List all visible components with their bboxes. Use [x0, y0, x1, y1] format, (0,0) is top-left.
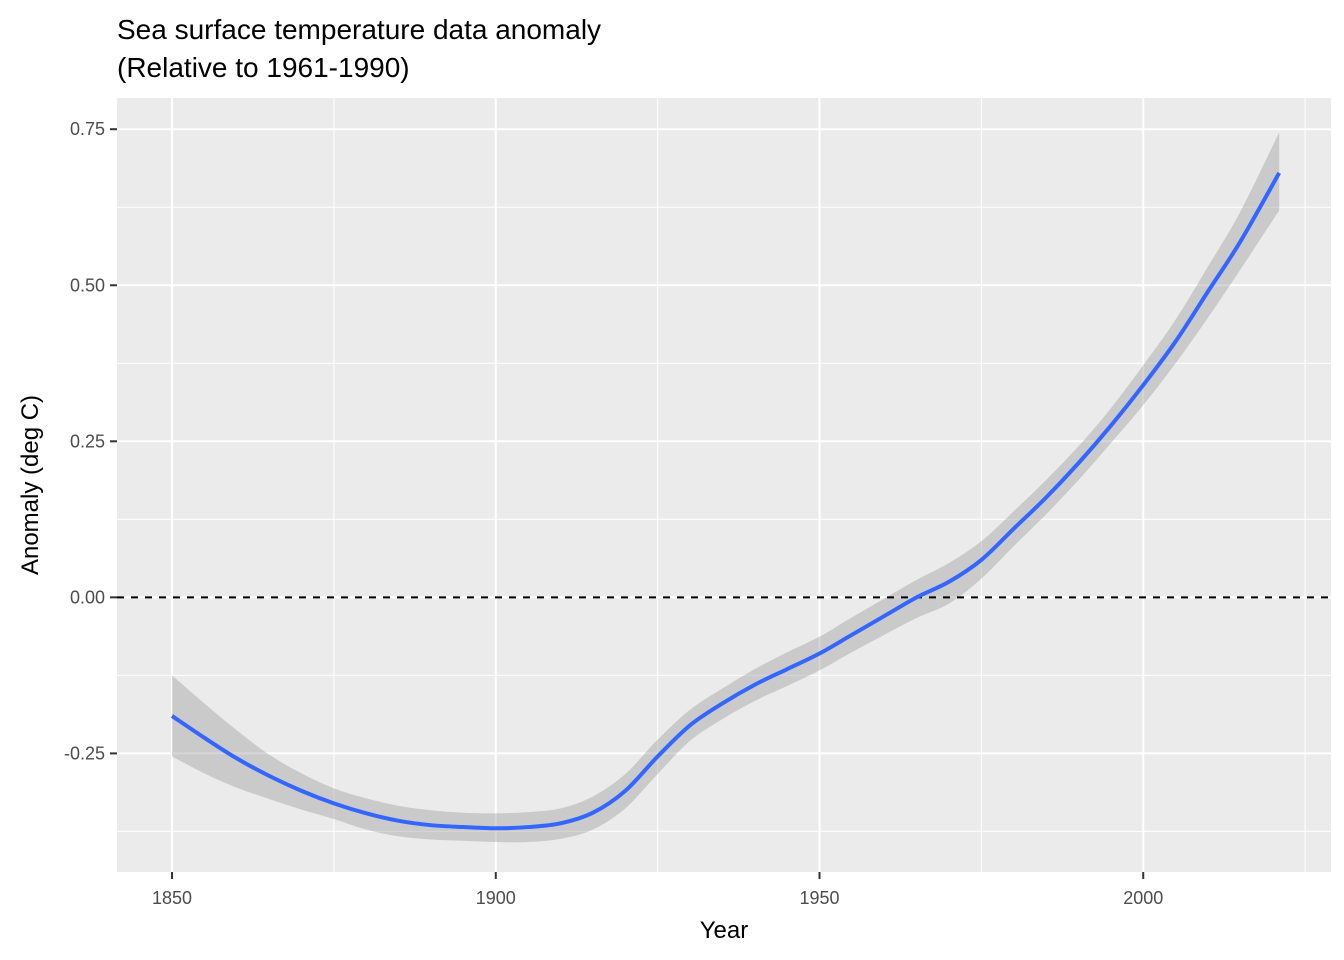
x-axis-title: Year: [700, 917, 749, 944]
x-tick-label: 2000: [1123, 888, 1163, 908]
minor-grid: [117, 98, 1331, 872]
smoothed-trend-line: [170, 171, 1281, 831]
y-axis-title: Anomaly (deg C): [17, 395, 44, 575]
x-axis-ticks: 1850 1900 1950 2000: [152, 872, 1163, 908]
y-tick-label: 0.00: [70, 587, 105, 607]
y-tick-label: 0.50: [70, 275, 105, 295]
x-tick-label: 1950: [799, 888, 839, 908]
chart-subtitle: (Relative to 1961-1990): [117, 52, 410, 83]
y-tick-label: 0.75: [70, 119, 105, 139]
chart-title: Sea surface temperature data anomaly: [117, 14, 602, 45]
y-tick-label: 0.25: [70, 431, 105, 451]
y-tick-label: -0.25: [64, 743, 105, 763]
x-tick-label: 1850: [152, 888, 192, 908]
y-axis-ticks: -0.25 0.00 0.25 0.50 0.75: [64, 119, 117, 763]
x-tick-label: 1900: [476, 888, 516, 908]
plot-panel: [117, 98, 1331, 872]
